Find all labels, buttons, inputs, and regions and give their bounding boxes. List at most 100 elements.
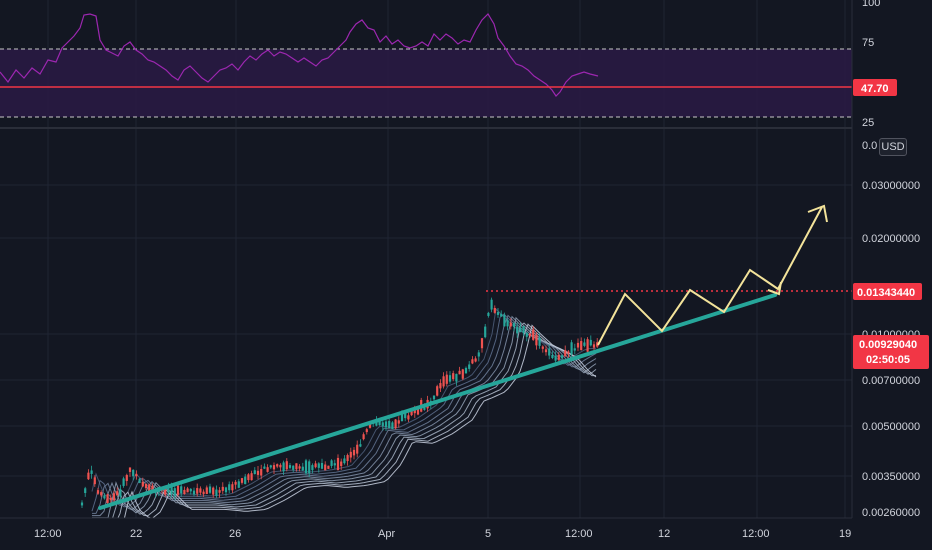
candle-body <box>330 460 333 466</box>
candle-body <box>314 463 317 468</box>
ma-ribbon-line <box>91 307 597 505</box>
ma-ribbon-line <box>91 313 597 512</box>
price-axis-panel[interactable] <box>852 0 932 518</box>
candle-body <box>151 485 154 492</box>
time-tick-label: 12:00 <box>742 528 770 540</box>
candle-body <box>170 485 173 495</box>
candle-body <box>349 451 352 458</box>
time-axis-panel[interactable] <box>0 518 932 550</box>
candle-body <box>260 469 263 476</box>
candle-body <box>400 413 404 422</box>
time-tick-label: 12:00 <box>34 528 62 540</box>
candle-body <box>247 474 250 481</box>
candle-body <box>250 473 253 481</box>
candle-body <box>548 348 551 356</box>
candle-body <box>506 320 509 327</box>
candle-body <box>544 349 548 353</box>
candle-body <box>391 422 394 430</box>
candle-body <box>404 412 407 419</box>
candle-body <box>480 338 484 349</box>
candle-body <box>452 373 455 380</box>
time-tick-label: 5 <box>485 528 491 540</box>
candle-body <box>477 352 480 357</box>
candle-body <box>589 339 592 346</box>
candle-body <box>519 327 522 333</box>
candle-body <box>109 497 112 501</box>
candle-body <box>208 486 212 493</box>
candle-body <box>311 465 314 471</box>
candle-body <box>583 342 586 346</box>
candle-body <box>240 478 244 483</box>
candle-body <box>352 449 356 456</box>
candle-body <box>282 462 285 472</box>
candle-body <box>189 488 192 492</box>
candle-body <box>215 489 218 496</box>
candle-body <box>333 463 336 466</box>
candle-body <box>84 488 87 494</box>
candle-body <box>557 354 560 360</box>
candle-body <box>295 463 298 470</box>
candle-body <box>234 481 237 485</box>
candle-body <box>436 386 439 396</box>
candle-body <box>266 467 269 472</box>
price-tick-label: 0.0 <box>862 140 877 152</box>
bar-countdown-label: 02:50:05 <box>866 354 910 366</box>
candle-body <box>490 299 493 310</box>
candle-body <box>500 313 503 317</box>
candle-body <box>471 359 474 364</box>
candle-body <box>106 494 109 503</box>
projection-arrowhead-top <box>807 204 828 223</box>
candle-body <box>525 332 528 337</box>
candle-body <box>474 358 477 362</box>
candle-body <box>586 339 589 352</box>
ma-ribbon-line <box>92 324 597 525</box>
candle-body <box>359 444 362 447</box>
candle-body <box>288 465 292 468</box>
candle-body <box>276 464 279 467</box>
candle-body <box>388 420 391 429</box>
time-tick-label: 12 <box>658 528 670 540</box>
candle-body <box>468 364 471 369</box>
candle-body <box>394 419 397 429</box>
candle-body <box>532 329 535 340</box>
candle-body <box>100 492 103 496</box>
candle-body <box>116 491 119 496</box>
candle-body <box>397 420 400 424</box>
currency-badge[interactable]: USD <box>879 138 907 156</box>
ma-ribbon-line <box>92 323 596 523</box>
candle-body <box>87 472 90 480</box>
candle-body <box>535 334 538 346</box>
projection-zigzag[interactable] <box>597 206 823 346</box>
candle-body <box>541 346 544 349</box>
candle-body <box>176 485 180 495</box>
candle-body <box>138 478 141 483</box>
rsi-band <box>0 49 852 117</box>
candle-body <box>96 490 100 494</box>
candle-body <box>503 314 506 327</box>
candle-body <box>340 461 343 467</box>
candle-body <box>186 488 189 493</box>
candle-body <box>141 481 144 487</box>
candle-body <box>346 455 349 462</box>
candle-body <box>365 429 368 433</box>
candle-body <box>564 350 567 357</box>
candle-body <box>487 312 490 316</box>
price-tick-label: 0.02000000 <box>862 233 920 245</box>
candle-body <box>308 461 311 474</box>
candle-body <box>570 342 573 355</box>
candle-body <box>298 466 301 469</box>
candle-body <box>237 481 240 488</box>
rsi-line <box>0 13 599 97</box>
candle-body <box>317 463 320 468</box>
candle-body <box>90 470 93 474</box>
candle-body <box>464 367 468 374</box>
rsi-value-tag <box>853 79 897 96</box>
candle-body <box>573 348 576 351</box>
candle-body <box>192 490 196 495</box>
ma-ribbon <box>91 307 597 525</box>
candle-body <box>381 422 384 427</box>
candle-body <box>324 464 327 471</box>
candle-body <box>458 370 461 375</box>
time-tick-label: 26 <box>229 528 241 540</box>
